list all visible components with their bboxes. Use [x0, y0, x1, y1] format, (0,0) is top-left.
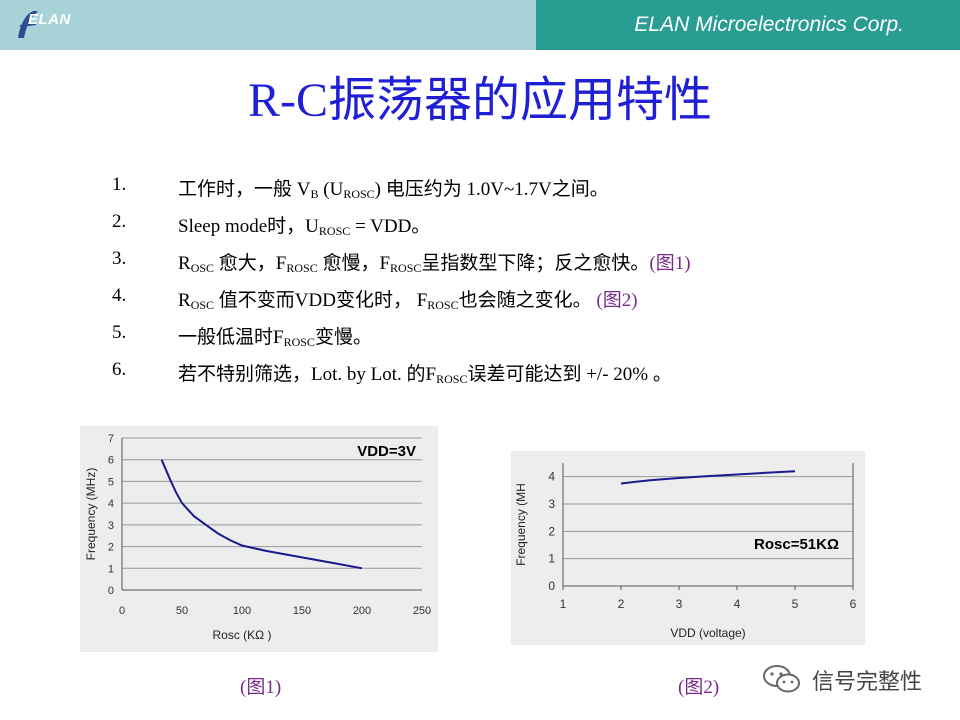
figure-reference: (图1) — [649, 253, 691, 274]
subscript: ROSC — [390, 261, 422, 275]
company-name: ELAN Microelectronics Corp. — [634, 13, 904, 36]
x-tick-label: 4 — [734, 597, 741, 611]
text-run: 呈指数型下降；反之愈快。 — [421, 253, 650, 274]
chart-fig1-svg: 0 1 2 3 4 5 6 7 0 50 100 150 200 250 VDD=3V Rosc (KΩ ) F… — [84, 433, 431, 642]
y-tick-label: 0 — [548, 579, 555, 593]
text-run: R — [178, 290, 191, 311]
text-run: (U — [318, 179, 344, 200]
list-item-number: 2. — [112, 211, 127, 232]
list-item-text: 工作时，一般 VB (UROSC) 电压约为 1.0V~1.7V之间。 — [178, 174, 609, 202]
subscript: ROSC — [318, 224, 351, 238]
list-item-number: 3. — [112, 248, 127, 269]
series-line — [620, 470, 796, 485]
y-tick-label: 1 — [548, 552, 555, 566]
text-run: R — [178, 253, 191, 274]
list-item-number: 5. — [112, 322, 127, 343]
y-tick-label: 7 — [108, 433, 114, 445]
subscript: OSC — [190, 298, 215, 312]
text-run: 工作时，一般 V — [178, 179, 311, 200]
y-tick-label: 6 — [108, 455, 114, 467]
header-bar: ELAN ELAN Microelectronics Corp. — [0, 0, 960, 50]
x-tick-label: 2 — [618, 597, 625, 611]
chart-fig2: 0 1 2 3 4 1 2 3 4 5 6 Rosc=51KΩ VDD (voltage) Frequen… — [511, 451, 865, 645]
list-item-text: ROSC 愈大，FROSC 愈慢，FROSC呈指数型下降；反之愈快。(图1) — [178, 248, 691, 276]
caption-fig1: (图1) — [240, 677, 282, 698]
list-item-text: Sleep mode时，UROSC = VDD。 — [178, 211, 430, 239]
list-item-number: 4. — [112, 285, 127, 306]
figure-reference: (图2) — [596, 290, 638, 311]
text-run: = VDD。 — [350, 216, 431, 237]
y-tick-label: 5 — [108, 476, 114, 488]
caption-fig2: (图2) — [678, 677, 720, 698]
y-axis-label: Frequency (MHz) — [84, 468, 98, 561]
chart-title: Rosc=51KΩ — [754, 536, 839, 553]
text-run: 值不变而VDD变化时， F — [214, 290, 428, 311]
text-run: 变慢。 — [314, 327, 372, 348]
text-run: 愈慢，F — [317, 253, 391, 274]
text-run: 一般低温时F — [178, 327, 284, 348]
subscript: ROSC — [283, 335, 315, 349]
y-tick-label: 4 — [548, 470, 555, 484]
slide-title: R-C振荡器的应用特性 — [247, 74, 713, 127]
subscript: ROSC — [286, 261, 318, 275]
text-run: 也会随之变化。 — [458, 290, 597, 311]
y-tick-label: 0 — [108, 585, 114, 597]
x-tick-label: 6 — [850, 597, 857, 611]
x-tick-label: 250 — [413, 605, 431, 617]
list-item-text: 若不特别筛选，Lot. by Lot. 的FROSC误差可能达到 +/- 20%… — [178, 359, 672, 387]
x-tick-label: 100 — [233, 605, 251, 617]
subscript: OSC — [190, 261, 215, 275]
subscript: ROSC — [436, 372, 468, 386]
watermark: 信号完整性 — [760, 662, 950, 696]
logo-text: ELAN — [28, 11, 71, 28]
watermark-text: 信号完整性 — [812, 670, 923, 695]
wechat-icon — [763, 665, 800, 693]
chart-title: VDD=3V — [357, 443, 416, 460]
x-tick-label: 50 — [176, 605, 188, 617]
list-item-text: 一般低温时FROSC变慢。 — [178, 322, 372, 350]
x-tick-label: 5 — [792, 597, 799, 611]
header-right-band: ELAN Microelectronics Corp. — [536, 0, 960, 50]
header-left-band: ELAN — [0, 0, 536, 50]
text-run: ) 电压约为 1.0V~1.7V之间。 — [374, 179, 609, 200]
subscript: ROSC — [427, 298, 459, 312]
x-axis-label: Rosc (KΩ ) — [213, 628, 272, 642]
y-tick-label: 2 — [548, 524, 555, 538]
y-tick-label: 4 — [108, 498, 114, 510]
subscript: B — [310, 187, 319, 201]
y-tick-label: 2 — [108, 542, 114, 554]
text-run: 若不特别筛选，Lot. by Lot. 的F — [178, 364, 437, 385]
list-item-text: ROSC 值不变而VDD变化时， FROSC也会随之变化。 (图2) — [178, 285, 638, 313]
y-tick-label: 3 — [108, 520, 114, 532]
x-axis-label: VDD (voltage) — [670, 626, 745, 640]
subscript: ROSC — [343, 187, 375, 201]
elan-logo-icon — [18, 10, 38, 38]
text-run: 愈大，F — [214, 253, 287, 274]
list-item-number: 6. — [112, 359, 127, 380]
y-tick-label: 3 — [548, 497, 555, 511]
text-run: 误差可能达到 +/- 20% 。 — [467, 364, 672, 385]
chart-fig1: 0 1 2 3 4 5 6 7 0 50 100 150 200 250 VDD=3V Rosc (KΩ ) F… — [80, 426, 438, 652]
x-tick-label: 200 — [353, 605, 371, 617]
list-item-number: 1. — [112, 174, 127, 195]
series-line — [160, 459, 363, 570]
y-tick-label: 1 — [108, 563, 114, 575]
x-tick-label: 3 — [676, 597, 683, 611]
x-tick-label: 0 — [119, 605, 125, 617]
y-axis-label: Frequency (MH — [514, 483, 528, 566]
x-tick-label: 150 — [293, 605, 311, 617]
text-run: Sleep mode时，U — [178, 216, 319, 237]
x-tick-label: 1 — [560, 597, 567, 611]
